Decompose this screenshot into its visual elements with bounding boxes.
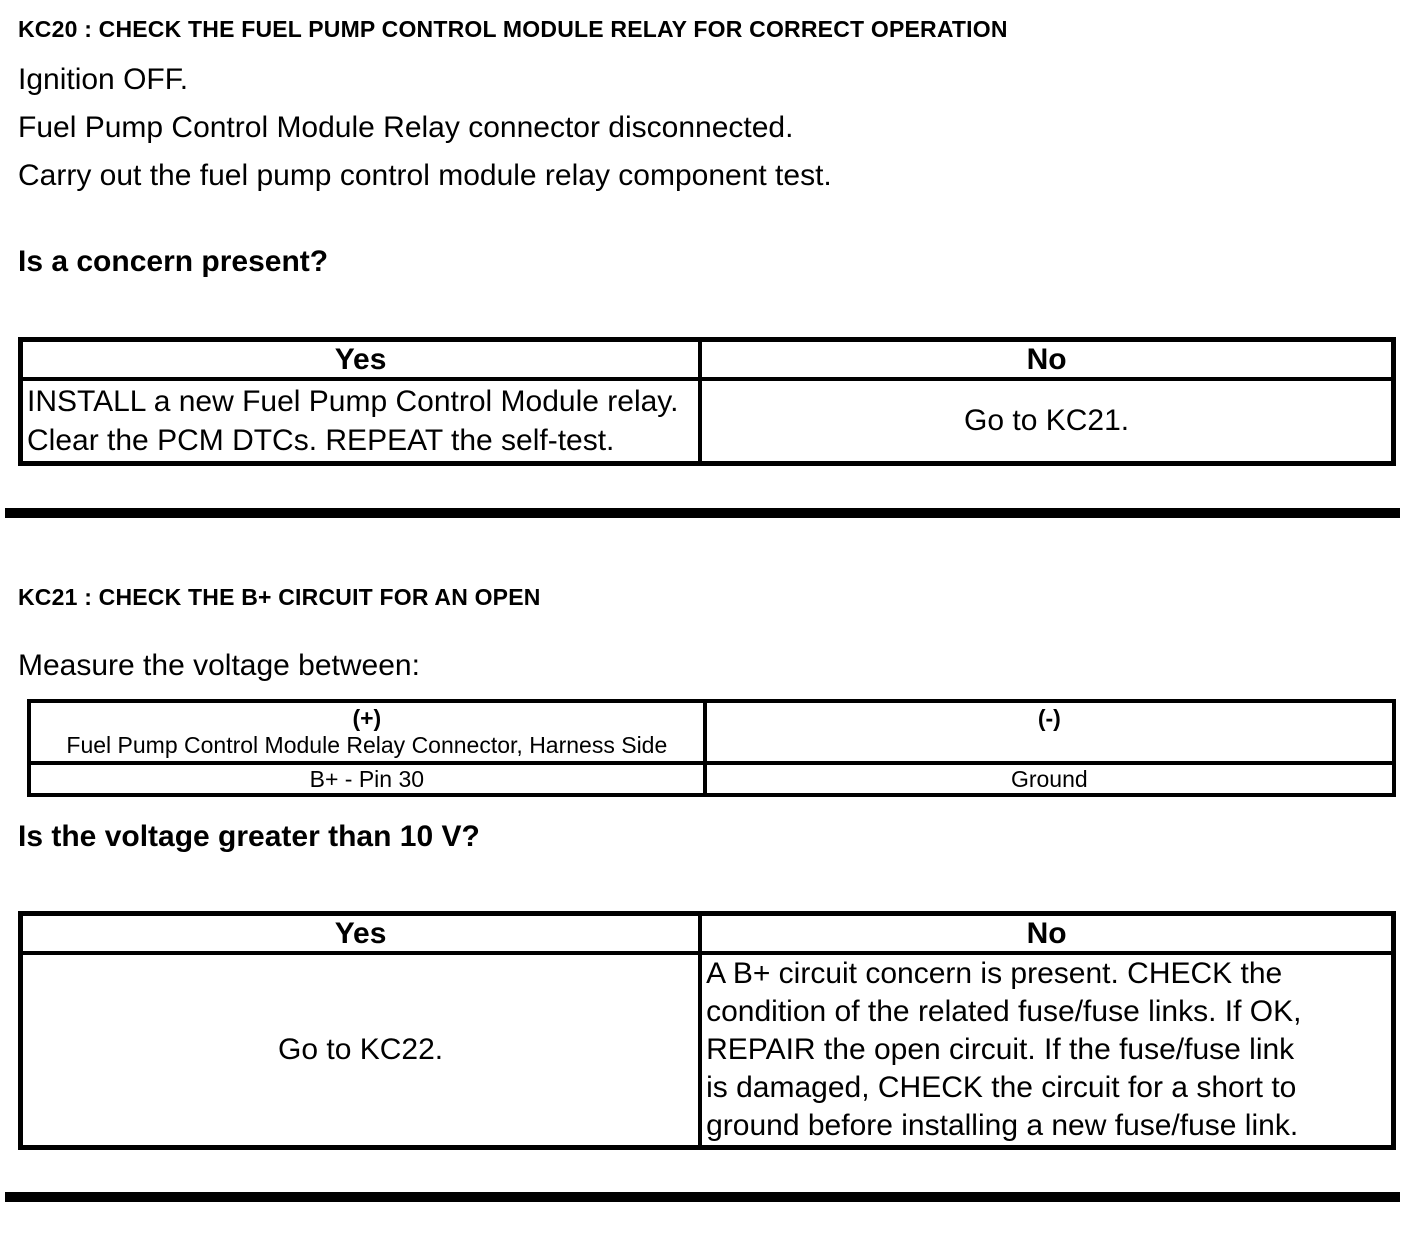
kc20-step-1: Ignition OFF. [18, 63, 189, 96]
negative-header-cell: (-) [702, 699, 1397, 765]
negative-symbol: (-) [1037, 705, 1061, 731]
kc20-yes-cell: INSTALL a new Fuel Pump Control Module r… [18, 377, 703, 466]
kc20-yes-line-2: Clear the PCM DTCs. REPEAT the self-test… [27, 424, 615, 457]
kc21-decision-header-row: Yes No [18, 911, 1396, 955]
kc21-measurement-table: (+) Fuel Pump Control Module Relay Conne… [27, 699, 1397, 797]
kc20-step-3: Carry out the fuel pump control module r… [18, 159, 832, 192]
kc21-section: KC21 : CHECK THE B+ CIRCUIT FOR AN OPEN … [0, 584, 1408, 1150]
kc21-no-line-1: A B+ circuit concern is present. CHECK t… [706, 957, 1283, 990]
measurement-header-row: (+) Fuel Pump Control Module Relay Conne… [27, 699, 1397, 765]
kc20-question: Is a concern present? [18, 245, 329, 278]
kc21-yes-cell: Go to KC22. [18, 951, 703, 1150]
kc21-heading: KC21 : CHECK THE B+ CIRCUIT FOR AN OPEN [18, 584, 541, 610]
kc20-section: KC20 : CHECK THE FUEL PUMP CONTROL MODUL… [0, 16, 1408, 466]
kc21-no-line-2: condition of the related fuse/fuse links… [706, 995, 1302, 1028]
kc20-decision-table: Yes No INSTALL a new Fuel Pump Control M… [18, 337, 1396, 466]
positive-header-cell: (+) Fuel Pump Control Module Relay Conne… [27, 699, 707, 765]
kc21-yes-header: Yes [18, 911, 703, 955]
measurement-value-row: B+ - Pin 30 Ground [27, 761, 1397, 797]
kc21-no-cell: A B+ circuit concern is present. CHECK t… [698, 951, 1396, 1150]
positive-symbol: (+) [352, 705, 382, 731]
kc20-step-2: Fuel Pump Control Module Relay connector… [18, 111, 794, 144]
negative-point-cell: Ground [702, 761, 1397, 797]
kc20-steps: Ignition OFF. Fuel Pump Control Module R… [0, 62, 1408, 193]
page-bottom-rule [5, 1192, 1400, 1202]
section-divider-rule [5, 508, 1400, 518]
kc21-decision-table: Yes No Go to KC22. A B+ circuit concern … [18, 911, 1396, 1150]
positive-point-cell: B+ - Pin 30 [27, 761, 707, 797]
kc21-decision-body-row: Go to KC22. A B+ circuit concern is pres… [18, 951, 1396, 1150]
kc20-heading: KC20 : CHECK THE FUEL PUMP CONTROL MODUL… [18, 16, 1008, 42]
kc20-yes-header: Yes [18, 337, 703, 381]
kc20-no-header: No [698, 337, 1396, 381]
kc20-decision-body-row: INSTALL a new Fuel Pump Control Module r… [18, 377, 1396, 466]
kc20-yes-line-1: INSTALL a new Fuel Pump Control Module r… [27, 385, 679, 418]
kc20-no-cell: Go to KC21. [698, 377, 1396, 466]
kc21-instruction: Measure the voltage between: [18, 649, 420, 682]
kc21-no-header: No [698, 911, 1396, 955]
kc21-question: Is the voltage greater than 10 V? [18, 820, 480, 853]
positive-connector-label: Fuel Pump Control Module Relay Connector… [66, 732, 668, 758]
kc20-decision-header-row: Yes No [18, 337, 1396, 381]
kc21-no-line-5: ground before installing a new fuse/fuse… [706, 1109, 1299, 1142]
kc21-no-line-4: is damaged, CHECK the circuit for a shor… [706, 1071, 1297, 1104]
kc21-no-line-3: REPAIR the open circuit. If the fuse/fus… [706, 1033, 1295, 1066]
